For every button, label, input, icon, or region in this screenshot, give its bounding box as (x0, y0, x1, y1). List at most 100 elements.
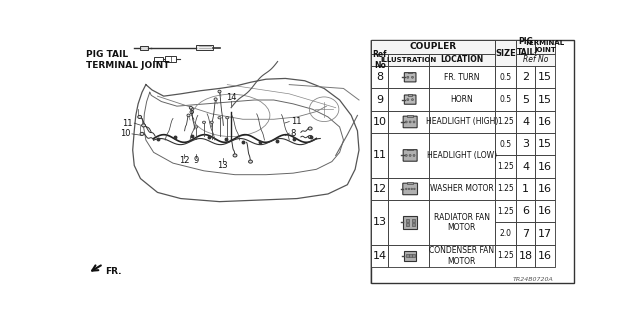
Bar (516, 40, 535, 54)
Ellipse shape (218, 116, 221, 119)
Bar (495, 66, 516, 88)
Bar (371, 178, 388, 200)
FancyBboxPatch shape (403, 150, 417, 161)
Text: HEADLIGHT (LOW): HEADLIGHT (LOW) (427, 151, 497, 160)
Text: 11: 11 (373, 150, 387, 160)
Text: 16: 16 (538, 251, 552, 261)
Bar (516, 88, 535, 111)
Bar (388, 178, 429, 200)
Bar (429, 54, 495, 66)
Text: 15: 15 (538, 95, 552, 105)
Text: 10: 10 (373, 117, 387, 127)
Bar (495, 133, 516, 156)
Bar (429, 133, 495, 178)
Bar (408, 72, 412, 73)
Bar (407, 182, 413, 184)
Bar (535, 178, 555, 200)
Ellipse shape (413, 155, 415, 156)
Ellipse shape (233, 154, 237, 157)
Bar (495, 178, 516, 200)
Bar (495, 111, 516, 133)
FancyBboxPatch shape (404, 73, 416, 82)
Bar (429, 178, 495, 200)
Text: 3: 3 (522, 139, 529, 149)
Bar (165, 57, 176, 62)
Text: 8: 8 (291, 129, 296, 138)
Text: 1: 1 (522, 184, 529, 194)
Bar (516, 111, 535, 133)
Bar (407, 148, 413, 150)
Text: 9: 9 (376, 95, 383, 105)
Bar (429, 88, 495, 111)
Bar (535, 133, 555, 156)
Text: 9: 9 (194, 156, 199, 164)
Text: 15: 15 (538, 139, 552, 149)
Ellipse shape (407, 99, 409, 100)
Text: FR.: FR. (105, 267, 122, 276)
Bar (429, 66, 495, 88)
Bar (388, 133, 429, 178)
Ellipse shape (413, 121, 415, 123)
Text: 1.25: 1.25 (497, 117, 514, 126)
Ellipse shape (409, 121, 411, 123)
Text: ILLUSTRATION: ILLUSTRATION (380, 57, 436, 63)
Ellipse shape (202, 121, 205, 124)
Ellipse shape (412, 99, 413, 100)
Bar (388, 54, 429, 66)
Ellipse shape (413, 188, 415, 190)
Text: RADIATOR FAN
MOTOR: RADIATOR FAN MOTOR (434, 213, 490, 232)
Ellipse shape (406, 188, 407, 190)
Bar (388, 245, 429, 267)
Bar (535, 222, 555, 245)
Ellipse shape (141, 124, 145, 127)
Bar (408, 94, 412, 96)
Text: FR. TURN: FR. TURN (444, 73, 479, 82)
Text: PIG
TAIL: PIG TAIL (516, 37, 535, 57)
Ellipse shape (411, 188, 412, 190)
Bar (371, 88, 388, 111)
FancyBboxPatch shape (403, 116, 417, 128)
Text: 12: 12 (179, 156, 189, 164)
Bar (429, 200, 495, 245)
FancyBboxPatch shape (403, 183, 417, 195)
Text: 5: 5 (522, 95, 529, 105)
Ellipse shape (195, 126, 198, 128)
Bar (429, 111, 495, 133)
Bar (371, 200, 388, 245)
Ellipse shape (226, 116, 229, 119)
Text: 16: 16 (538, 184, 552, 194)
Text: 13: 13 (218, 161, 228, 170)
Text: TR24B0720A: TR24B0720A (513, 277, 554, 283)
Bar (371, 40, 495, 54)
Ellipse shape (408, 188, 410, 190)
Bar (516, 245, 535, 267)
Bar (495, 245, 516, 267)
Text: 14: 14 (373, 251, 387, 261)
Bar (495, 156, 516, 178)
Bar (412, 254, 415, 258)
Ellipse shape (405, 155, 407, 156)
Ellipse shape (138, 116, 141, 118)
Text: 2: 2 (522, 72, 529, 82)
Text: 0.5: 0.5 (499, 73, 511, 82)
Text: Ref No: Ref No (523, 55, 548, 64)
Ellipse shape (412, 76, 413, 78)
Text: SIZE: SIZE (495, 49, 516, 58)
Text: HORN: HORN (451, 95, 473, 104)
Bar (404, 251, 417, 261)
FancyBboxPatch shape (404, 95, 416, 104)
Bar (495, 200, 516, 222)
Bar (535, 200, 555, 222)
Text: 8: 8 (376, 72, 383, 82)
Bar (371, 111, 388, 133)
Bar (406, 219, 408, 222)
Bar (196, 45, 213, 50)
Bar (406, 254, 408, 258)
Text: 1.25: 1.25 (497, 252, 514, 260)
Bar (516, 178, 535, 200)
Ellipse shape (187, 114, 190, 117)
Text: Ref
No: Ref No (372, 50, 387, 70)
Ellipse shape (140, 132, 144, 135)
Bar (535, 88, 555, 111)
Bar (516, 133, 535, 156)
